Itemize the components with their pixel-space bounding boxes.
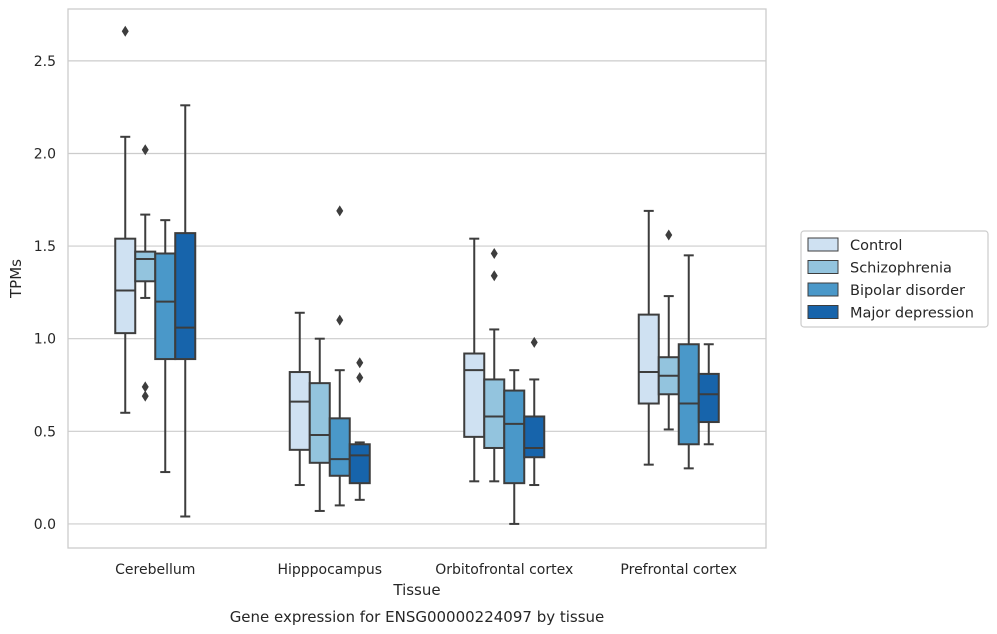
- outlier-point: [530, 336, 538, 348]
- box-control: [114, 25, 137, 414]
- box-iqr: [523, 415, 546, 459]
- legend-swatch: [807, 260, 839, 274]
- figure-caption: Gene expression for ENSG00000224097 by t…: [230, 608, 605, 626]
- box-major-depression: [523, 336, 546, 487]
- legend-label: Schizophrenia: [850, 261, 952, 277]
- box-iqr: [637, 313, 660, 405]
- box-schizophrenia: [308, 337, 331, 512]
- outlier-point: [356, 357, 364, 369]
- plot-frame: [67, 8, 767, 549]
- outlier-point: [356, 372, 364, 384]
- legend: Control Schizophrenia Bipolar disorder Majo…: [800, 230, 989, 328]
- box-major-depression: [348, 357, 371, 501]
- legend-swatch: [807, 282, 839, 297]
- y-tick-label: 0.0: [34, 517, 56, 533]
- box-control: [288, 311, 311, 487]
- box-iqr: [503, 389, 526, 485]
- legend-label: Control: [850, 238, 902, 254]
- outlier-point: [336, 314, 344, 326]
- box-iqr: [328, 417, 351, 477]
- outlier-point: [490, 270, 498, 282]
- outlier-point: [141, 144, 149, 156]
- box-major-depression: [697, 343, 720, 446]
- box-bipolar-disorder: [328, 205, 351, 507]
- y-tick-label: 2.0: [34, 146, 56, 162]
- x-tick-labels: Cerebellum Hipppocampus Orbitofrontal cort…: [115, 562, 737, 578]
- box-iqr: [174, 232, 197, 361]
- box-iqr: [677, 343, 700, 446]
- legend-label: Major depression: [850, 306, 974, 322]
- outlier-point: [336, 205, 344, 217]
- box-iqr: [288, 371, 311, 451]
- box-iqr: [483, 378, 506, 449]
- box-iqr: [697, 372, 720, 424]
- box-schizophrenia: [134, 144, 157, 402]
- boxes: [114, 25, 720, 525]
- y-axis-label: TPMs: [7, 259, 25, 299]
- x-tick-label: Hipppocampus: [277, 562, 382, 578]
- y-tick-label: 2.5: [34, 54, 56, 70]
- outlier-point: [141, 381, 149, 393]
- legend-swatch: [807, 237, 839, 252]
- box-iqr: [348, 443, 371, 485]
- box-bipolar-disorder: [677, 254, 700, 470]
- box-bipolar-disorder: [503, 369, 526, 525]
- box-iqr: [154, 252, 177, 361]
- box-schizophrenia: [483, 247, 506, 483]
- box-iqr: [308, 382, 331, 464]
- x-axis-label: Tissue: [392, 581, 440, 599]
- box-iqr: [114, 237, 137, 335]
- legend-swatch: [807, 305, 839, 319]
- y-tick-label: 1.0: [34, 332, 56, 348]
- y-tick-label: 1.5: [34, 239, 56, 255]
- legend-label: Bipolar disorder: [850, 283, 965, 299]
- box-major-depression: [174, 104, 197, 518]
- box-iqr: [134, 250, 157, 283]
- box-bipolar-disorder: [154, 219, 177, 474]
- outlier-point: [490, 247, 498, 259]
- legend-frame: [800, 230, 989, 328]
- outlier-point: [121, 25, 129, 37]
- outlier-point: [665, 229, 673, 241]
- box-control: [637, 209, 660, 466]
- box-control: [463, 237, 486, 483]
- x-tick-label: Prefrontal cortex: [620, 562, 737, 578]
- y-tick-labels: 0.0 0.5 1.0 1.5 2.0 2.5: [34, 54, 56, 533]
- y-tick-label: 0.5: [34, 424, 56, 440]
- box-iqr: [463, 352, 486, 438]
- box-schizophrenia: [657, 229, 680, 431]
- x-tick-label: Cerebellum: [115, 562, 195, 578]
- x-tick-label: Orbitofrontal cortex: [435, 562, 573, 578]
- outlier-point: [141, 390, 149, 402]
